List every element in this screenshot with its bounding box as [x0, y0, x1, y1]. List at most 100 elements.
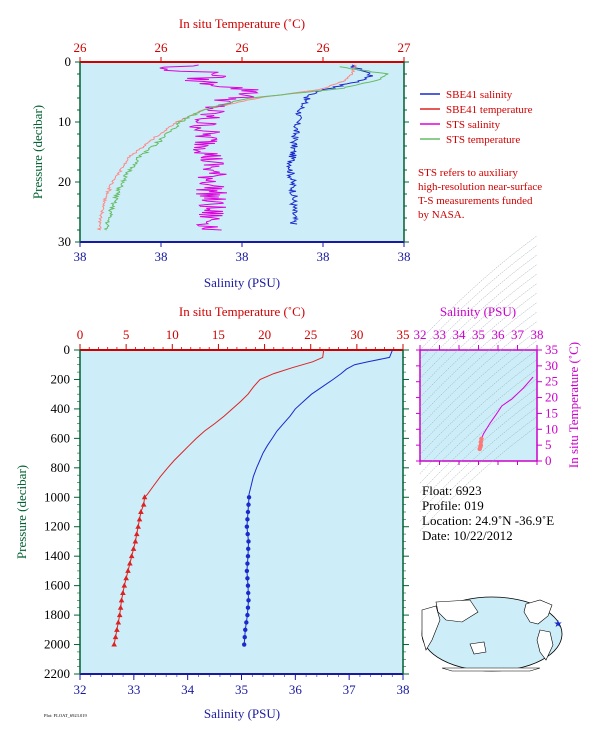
ts-plot-area	[419, 349, 538, 462]
info-date: Date: 10/22/2012	[422, 528, 513, 543]
salinity-marker	[245, 583, 251, 588]
main-tick-marks	[74, 344, 409, 680]
salinity-marker	[242, 634, 247, 640]
ts-top-tick-label: 38	[531, 327, 544, 342]
near-surface-bottom-tick-labels: 38 38 38 38 38	[74, 249, 411, 264]
ts-right-tick-label: 20	[545, 390, 558, 405]
ts-top-tick-label: 36	[492, 327, 506, 342]
continent-shape	[536, 629, 554, 661]
left-tick-label: 2000	[44, 637, 70, 652]
series-line-sbe41-temperature	[96, 64, 358, 231]
temperature-marker	[111, 641, 117, 647]
ts-tick-marks	[416, 345, 542, 465]
near-surface-tick-marks	[75, 57, 409, 247]
bottom-tick-label: 38	[398, 249, 411, 264]
top-tick-label: 30	[350, 327, 363, 342]
continent-shape	[421, 605, 441, 651]
temperature-marker	[128, 553, 135, 559]
main-left-axis-label: Pressure (decibar)	[14, 465, 29, 559]
temperature-marker	[141, 494, 148, 500]
density-contour	[419, 406, 538, 512]
near-surface-left-tick-labels: 0 10 20 30	[58, 54, 71, 249]
density-contour	[419, 425, 538, 531]
main-plot-area	[79, 349, 404, 675]
location-map: ★	[421, 596, 563, 672]
note-line: T-S measurements funded	[418, 195, 533, 207]
salinity-marker	[245, 553, 251, 559]
temperature-marker	[133, 531, 140, 537]
main-series	[111, 349, 393, 647]
continent-shape	[523, 599, 553, 625]
top-tick-label: 5	[123, 327, 130, 342]
salinity-marker	[245, 612, 250, 618]
bottom-tick-label: 38	[155, 249, 168, 264]
temperature-marker	[130, 545, 137, 551]
main-top-axis-label: In situ Temperature (˚C)	[179, 304, 305, 319]
left-tick-label: 1800	[44, 607, 70, 622]
density-contour	[419, 368, 538, 474]
sts-note: STS refers to auxiliary high-resolution n…	[418, 167, 542, 221]
density-contour	[419, 302, 538, 408]
top-tick-label: 10	[166, 327, 179, 342]
density-contour	[419, 359, 538, 465]
info-profile: Profile: 019	[422, 498, 484, 513]
salinity-marker	[246, 495, 252, 500]
legend-label: SBE41 salinity	[446, 89, 513, 101]
left-tick-label: 20	[58, 174, 71, 189]
salinity-marker	[245, 517, 250, 522]
ts-marker	[477, 446, 482, 452]
bottom-tick-label: 37	[343, 682, 357, 697]
salinity-marker	[245, 576, 250, 581]
temperature-marker	[116, 612, 123, 618]
left-tick-label: 2200	[44, 666, 70, 681]
ts-right-axis-label: In situ Temperature (˚C)	[566, 342, 581, 468]
info-float: Float: 6923	[422, 483, 482, 498]
density-contour	[419, 321, 538, 427]
left-tick-label: 1400	[44, 548, 70, 563]
bottom-tick-label: 35	[235, 682, 248, 697]
top-tick-label: 27	[398, 40, 412, 55]
series-line-sts-temperature	[103, 66, 389, 231]
left-tick-label: 800	[51, 460, 71, 475]
bottom-tick-label: 34	[181, 682, 195, 697]
main-left-tick-labels: 0 200 400 600 800 1000 1200 1400 1600 1800 2000 220…	[44, 342, 70, 681]
temperature-marker	[112, 634, 119, 640]
left-tick-label: 400	[51, 401, 71, 416]
note-line: high-resolution near-surface	[418, 181, 542, 193]
salinity-marker	[246, 539, 251, 544]
main-bottom-axis-label: Salinity (PSU)	[204, 706, 280, 721]
temperature-marker	[121, 582, 128, 588]
left-tick-label: 600	[51, 430, 71, 445]
salinity-marker	[244, 524, 250, 529]
ts-marker	[478, 439, 484, 445]
bottom-tick-label: 38	[236, 249, 249, 264]
legend-label: SBE41 temperature	[446, 104, 533, 116]
temperature-marker	[123, 575, 129, 581]
salinity-marker	[245, 509, 251, 515]
density-contour	[419, 235, 538, 341]
legend-label: STS salinity	[446, 119, 501, 131]
bottom-tick-label: 38	[74, 249, 87, 264]
density-contour	[419, 283, 538, 389]
continent-shape	[441, 667, 541, 672]
top-tick-label: 25	[304, 327, 317, 342]
ts-top-tick-labels: 32 33 34 35 36 37 38	[414, 327, 544, 342]
salinity-marker	[244, 568, 250, 574]
float-info: Float: 6923 Profile: 019 Location: 24.9˚…	[422, 483, 554, 543]
salinity-marker	[243, 627, 248, 633]
temperature-marker	[120, 590, 126, 595]
top-tick-label: 26	[155, 40, 169, 55]
ts-top-tick-label: 32	[414, 327, 427, 342]
density-contour	[419, 397, 538, 503]
temperature-marker	[136, 516, 143, 522]
density-contour	[419, 245, 538, 351]
top-tick-label: 26	[236, 40, 250, 55]
salinity-marker	[246, 546, 251, 552]
salinity-marker	[245, 605, 251, 610]
top-tick-label: 0	[77, 327, 84, 342]
ts-top-tick-label: 37	[511, 327, 525, 342]
bottom-tick-label: 32	[74, 682, 87, 697]
top-tick-label: 20	[258, 327, 271, 342]
top-tick-label: 15	[212, 327, 225, 342]
bottom-tick-label: 38	[397, 682, 410, 697]
